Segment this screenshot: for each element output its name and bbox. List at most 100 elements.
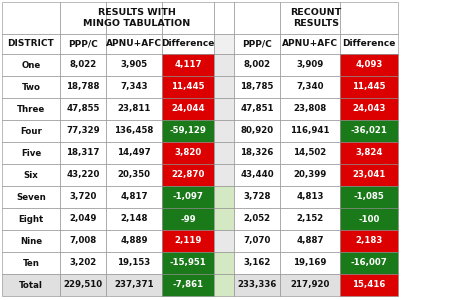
Bar: [106, 76, 162, 98]
Bar: [280, 274, 340, 296]
Bar: [60, 120, 106, 142]
Bar: [60, 208, 106, 230]
Text: 20,399: 20,399: [293, 170, 327, 179]
Text: 229,510: 229,510: [63, 280, 103, 290]
Bar: [280, 34, 340, 54]
Bar: [106, 208, 162, 230]
Bar: [214, 2, 234, 34]
Bar: [60, 54, 106, 76]
Bar: [214, 208, 234, 230]
Bar: [162, 54, 214, 76]
Bar: [234, 274, 280, 296]
Bar: [106, 274, 162, 296]
Bar: [60, 252, 106, 274]
Text: RECOUNT
RESULTS: RECOUNT RESULTS: [290, 8, 342, 29]
Bar: [106, 142, 162, 164]
Bar: [234, 2, 280, 34]
Text: Six: Six: [23, 170, 38, 179]
Bar: [162, 252, 214, 274]
Text: 116,941: 116,941: [290, 127, 330, 136]
Text: 23,808: 23,808: [293, 104, 327, 113]
Bar: [234, 98, 280, 120]
Bar: [2, 274, 60, 296]
Bar: [60, 2, 106, 34]
Text: 23,041: 23,041: [352, 170, 386, 179]
Text: Five: Five: [21, 148, 41, 158]
Text: -36,021: -36,021: [351, 127, 387, 136]
Text: 18,788: 18,788: [66, 82, 100, 91]
Bar: [234, 54, 280, 76]
Bar: [162, 274, 214, 296]
Bar: [340, 164, 398, 186]
Text: 4,813: 4,813: [296, 193, 324, 202]
Text: DISTRICT: DISTRICT: [8, 40, 54, 49]
Bar: [2, 120, 60, 142]
Bar: [340, 76, 398, 98]
Text: 2,148: 2,148: [120, 214, 148, 224]
Text: 43,220: 43,220: [66, 170, 100, 179]
Text: -99: -99: [180, 214, 196, 224]
Text: 3,909: 3,909: [297, 61, 324, 70]
Bar: [2, 34, 60, 54]
Bar: [280, 164, 340, 186]
Text: RESULTS WITH
MINGO TABULATION: RESULTS WITH MINGO TABULATION: [83, 8, 191, 29]
Text: 11,445: 11,445: [171, 82, 205, 91]
Text: 3,162: 3,162: [243, 259, 271, 268]
Bar: [60, 142, 106, 164]
Bar: [214, 274, 234, 296]
Bar: [2, 252, 60, 274]
Bar: [340, 142, 398, 164]
Bar: [280, 2, 340, 34]
Bar: [280, 76, 340, 98]
Bar: [106, 120, 162, 142]
Bar: [280, 252, 340, 274]
Text: 233,336: 233,336: [237, 280, 277, 290]
Bar: [106, 54, 162, 76]
Text: 20,350: 20,350: [117, 170, 150, 179]
Bar: [2, 54, 60, 76]
Text: Three: Three: [17, 104, 45, 113]
Bar: [60, 98, 106, 120]
Bar: [162, 76, 214, 98]
Text: 2,183: 2,183: [356, 236, 382, 245]
Bar: [234, 230, 280, 252]
Bar: [60, 76, 106, 98]
Bar: [280, 142, 340, 164]
Bar: [106, 34, 162, 54]
Text: 2,152: 2,152: [297, 214, 324, 224]
Text: 4,093: 4,093: [356, 61, 382, 70]
Bar: [162, 186, 214, 208]
Bar: [214, 252, 234, 274]
Bar: [60, 230, 106, 252]
Text: Ten: Ten: [22, 259, 40, 268]
Bar: [60, 274, 106, 296]
Text: -1,085: -1,085: [354, 193, 384, 202]
Bar: [340, 208, 398, 230]
Bar: [60, 34, 106, 54]
Bar: [162, 208, 214, 230]
Text: Difference: Difference: [342, 40, 396, 49]
Text: 2,052: 2,052: [243, 214, 270, 224]
Text: -1,097: -1,097: [172, 193, 203, 202]
Text: 4,889: 4,889: [120, 236, 148, 245]
Bar: [162, 2, 214, 34]
Text: 43,440: 43,440: [240, 170, 274, 179]
Text: -16,007: -16,007: [351, 259, 387, 268]
Bar: [106, 252, 162, 274]
Text: 24,043: 24,043: [352, 104, 386, 113]
Text: 3,720: 3,720: [69, 193, 97, 202]
Bar: [2, 76, 60, 98]
Bar: [280, 186, 340, 208]
Bar: [2, 230, 60, 252]
Text: Two: Two: [22, 82, 40, 91]
Bar: [106, 164, 162, 186]
Text: 3,728: 3,728: [243, 193, 271, 202]
Text: 7,070: 7,070: [243, 236, 271, 245]
Text: Eight: Eight: [18, 214, 44, 224]
Bar: [340, 54, 398, 76]
Bar: [280, 120, 340, 142]
Bar: [162, 164, 214, 186]
Bar: [280, 54, 340, 76]
Text: 22,870: 22,870: [171, 170, 205, 179]
Text: 3,202: 3,202: [69, 259, 97, 268]
